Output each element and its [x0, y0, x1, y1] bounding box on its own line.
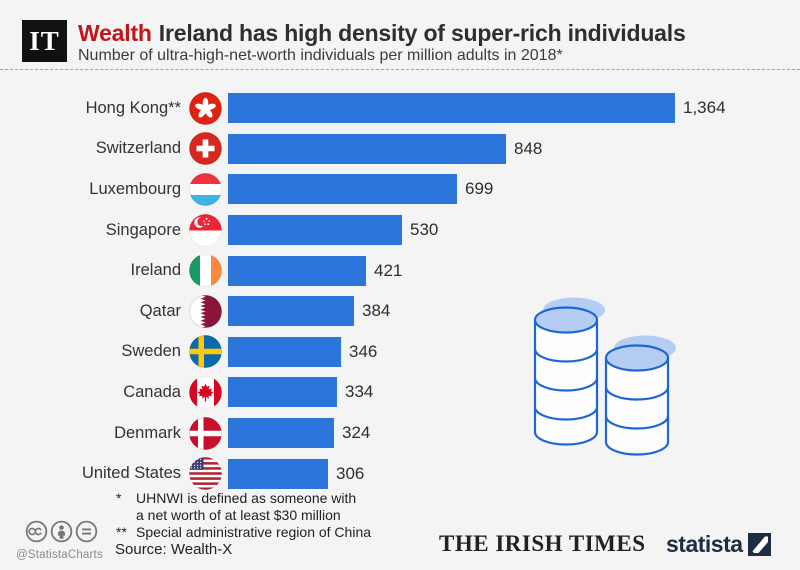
- bar-chart-row: Luxembourg 699: [0, 169, 800, 210]
- value-label: 848: [514, 138, 543, 158]
- bar-chart-row: Singapore 530: [0, 210, 800, 251]
- chart-subtitle: Number of ultra-high-net-worth individua…: [78, 47, 563, 64]
- value-bar: [228, 174, 457, 205]
- bar-chart-row: Denmark 324: [0, 413, 800, 454]
- bar-chart-row: Switzerland 848: [0, 129, 800, 170]
- value-label: 1,364: [683, 98, 726, 118]
- country-label: Switzerland: [95, 139, 181, 158]
- footnote-text: UHNWI is defined as someone with: [136, 490, 357, 506]
- country-label: Sweden: [121, 342, 181, 361]
- country-label: Singapore: [105, 220, 181, 239]
- flag-sweden-icon: [189, 335, 222, 369]
- footnotes: * UHNWI is defined as someone with a net w…: [116, 490, 371, 541]
- flag-luxembourg-icon: [189, 173, 222, 206]
- country-label: Hong Kong**: [85, 98, 181, 117]
- flag-ireland-icon: [189, 254, 222, 287]
- bar-chart-row: Hong Kong** 1,364: [0, 88, 800, 129]
- flag-singapore-icon: [189, 213, 222, 247]
- bar-chart-row: United States 306: [0, 453, 800, 494]
- country-label: Canada: [123, 382, 181, 401]
- flag-canada-icon: [189, 376, 222, 409]
- irish-times-wordmark: THE IRISH TIMES: [439, 531, 646, 556]
- series-tag: Wealth: [78, 20, 152, 46]
- flag-switzerland-icon: [189, 132, 222, 166]
- flag-denmark-icon: [189, 416, 222, 450]
- value-bar: [228, 255, 366, 286]
- value-bar: [228, 377, 337, 408]
- value-label: 334: [345, 382, 374, 402]
- value-bar: [228, 418, 334, 449]
- country-label: United States: [81, 464, 181, 483]
- footnote-text: Special administrative region of China: [136, 524, 372, 540]
- value-bar: [228, 215, 402, 246]
- value-label: 384: [362, 301, 391, 321]
- flag-qatar-icon: [189, 294, 222, 328]
- page-title: Wealth Ireland has high density of super-…: [78, 20, 686, 47]
- license-badges: [25, 520, 98, 543]
- country-label: Qatar: [139, 301, 181, 320]
- attribution-icon: [50, 520, 73, 543]
- bar-chart-row: Ireland 421: [0, 250, 800, 291]
- cc-icon: [25, 520, 48, 543]
- country-label: Luxembourg: [89, 179, 181, 198]
- value-label: 306: [336, 463, 365, 483]
- irish-times-it-logo: IT: [22, 20, 67, 62]
- statista-wordmark: statista: [666, 531, 743, 557]
- value-label: 324: [342, 423, 371, 443]
- footnote-text: a net worth of at least $30 million: [136, 507, 341, 523]
- statista-logo-mark-icon: [747, 533, 771, 556]
- country-label: Denmark: [114, 423, 181, 442]
- flag-hong-kong-icon: [189, 91, 222, 125]
- value-bar: [228, 296, 354, 327]
- value-label: 421: [374, 260, 403, 280]
- value-label: 530: [410, 220, 439, 240]
- bar-chart-row: Sweden 346: [0, 332, 800, 373]
- footnote-line: a net worth of at least $30 million: [116, 507, 371, 524]
- footnote-marker: **: [116, 524, 127, 540]
- value-bar: [228, 93, 675, 124]
- value-bar: [228, 458, 328, 489]
- source-label: Source: Wealth-X: [115, 541, 233, 558]
- bar-chart-row: Canada 334: [0, 372, 800, 413]
- coin-stacks-illustration: [533, 297, 676, 456]
- title-text: Ireland has high density of super-rich i…: [158, 20, 686, 46]
- bar-chart: Hong Kong** 1,364 Switzerland 848 Luxemb…: [0, 88, 800, 494]
- flag-united-states-icon: [189, 457, 222, 490]
- value-bar: [228, 133, 506, 164]
- bar-chart-row: Qatar 384: [0, 291, 800, 332]
- footnote-marker: [116, 507, 136, 524]
- footnote-line: ** Special administrative region of China: [116, 524, 371, 541]
- value-label: 699: [465, 179, 494, 199]
- footnote-line: * UHNWI is defined as someone with: [116, 490, 371, 507]
- value-bar: [228, 336, 341, 367]
- statista-charts-handle: @StatistaCharts: [16, 549, 103, 561]
- statista-logo: statista: [666, 531, 771, 558]
- country-label: Ireland: [130, 261, 181, 280]
- value-label: 346: [349, 341, 378, 361]
- dashed-divider: [0, 69, 800, 70]
- footnote-marker: *: [116, 490, 122, 506]
- no-derivatives-icon: [75, 520, 98, 543]
